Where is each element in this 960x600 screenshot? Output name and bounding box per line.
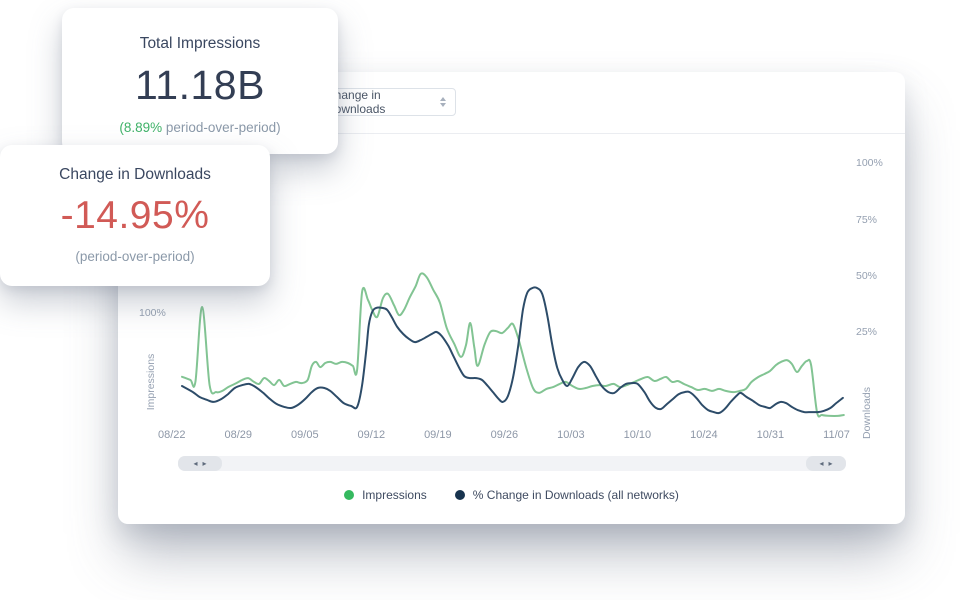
total-impressions-value: 11.18B xyxy=(135,62,265,108)
legend-item[interactable]: % Change in Downloads (all networks) xyxy=(454,488,679,502)
scrollbar-right-handle[interactable]: ◂ ▸ xyxy=(806,456,846,471)
chart-legend: Impressions % Change in Downloads (all ne… xyxy=(118,488,905,502)
downloads-line xyxy=(181,286,844,415)
x-axis-tick: 08/22 xyxy=(158,429,186,441)
legend-label: Impressions xyxy=(362,488,427,502)
y-axis-right-tick: 75% xyxy=(856,214,878,226)
x-axis-tick: 10/03 xyxy=(557,429,585,441)
scroll-left-arrow-icon: ◂ xyxy=(193,459,198,468)
legend-dot-icon xyxy=(344,490,355,500)
x-axis-tick: 08/29 xyxy=(224,429,253,441)
impressions-delta-value: (8.89% xyxy=(119,120,163,135)
scrollbar-left-handle[interactable]: ◂ ▸ xyxy=(178,456,222,471)
total-impressions-card: Total Impressions 11.18B (8.89% period-o… xyxy=(62,8,338,154)
downloads-value: -14.95% xyxy=(60,194,210,237)
panel-header: Change in Downloads xyxy=(118,72,905,134)
impressions-line xyxy=(181,272,845,418)
line-chart[interactable] xyxy=(175,140,845,440)
impressions-delta-label: period-over-period) xyxy=(162,120,281,135)
change-in-downloads-title: Change in Downloads xyxy=(59,166,211,183)
y-axis-right-tick: 25% xyxy=(856,326,878,338)
y-axis-right-tick: 50% xyxy=(856,270,878,282)
x-axis-tick: 09/05 xyxy=(291,429,319,441)
x-axis-tick: 10/24 xyxy=(690,429,718,441)
x-axis-tick: 09/26 xyxy=(490,429,519,441)
metric-select[interactable]: Change in Downloads xyxy=(316,88,456,116)
x-axis-ticks: 08/22 08/29 09/05 09/12 09/19 09/26 10/03 10/10… xyxy=(158,429,850,441)
chart-range-scrollbar[interactable]: ◂ ▸ ◂ ▸ xyxy=(178,456,846,471)
legend-label: % Change in Downloads (all networks) xyxy=(472,488,679,502)
downloads-caption: (period-over-period) xyxy=(75,249,195,264)
x-axis-tick: 11/07 xyxy=(823,429,850,441)
y-axis-right-tick: 100% xyxy=(856,157,883,169)
y-axis-left-label: Impressions xyxy=(145,353,157,411)
x-axis-tick: 09/19 xyxy=(424,429,452,441)
legend-dot-icon xyxy=(454,490,465,500)
x-axis-tick: 10/31 xyxy=(756,429,785,441)
total-impressions-delta: (8.89% period-over-period) xyxy=(62,120,338,135)
y-axis-right-label: Downloads xyxy=(861,387,873,439)
change-in-downloads-card: Change in Downloads -14.95% (period-over… xyxy=(0,145,270,286)
select-updown-icon xyxy=(440,97,446,107)
legend-item[interactable]: Impressions xyxy=(344,488,427,502)
scroll-left-arrow-icon: ◂ xyxy=(819,459,824,468)
total-impressions-title: Total Impressions xyxy=(139,35,261,52)
scroll-right-arrow-icon: ▸ xyxy=(828,459,833,468)
y-axis-left-tick: 100% xyxy=(139,307,166,319)
metric-select-value: Change in Downloads xyxy=(326,88,386,116)
x-axis-tick: 10/10 xyxy=(623,429,652,441)
x-axis-tick: 09/12 xyxy=(357,429,386,441)
scroll-right-arrow-icon: ▸ xyxy=(202,459,207,468)
